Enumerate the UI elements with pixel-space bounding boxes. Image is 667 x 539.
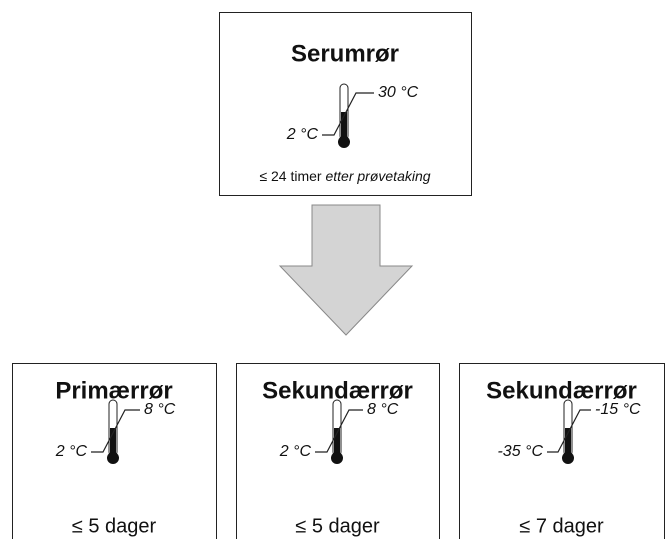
box-note: ≤ 7 dager	[519, 515, 604, 537]
thermometer-fill	[334, 428, 340, 456]
temp-low: 2 °C	[286, 126, 319, 143]
thermometer-bulb	[107, 452, 119, 464]
thermometer-fill	[341, 112, 347, 140]
box-note: ≤ 5 dager	[295, 515, 380, 537]
thermometer-range	[547, 409, 591, 453]
temp-high: 8 °C	[144, 401, 176, 418]
temp-high: -15 °C	[595, 401, 641, 418]
box-title: Sekundærrør	[486, 377, 637, 404]
temp-low: 2 °C	[279, 443, 312, 460]
temp-low: 2 °C	[55, 443, 88, 460]
thermometer-bulb	[331, 452, 343, 464]
temp-low: -35 °C	[497, 443, 543, 460]
top-note: ≤ 24 timer etter prøvetaking	[259, 168, 430, 184]
thermometer-fill	[565, 428, 571, 456]
thermometer-fill	[110, 428, 116, 456]
temp-high: 8 °C	[367, 401, 399, 418]
storage-box	[459, 363, 665, 539]
top-title: Serumrør	[291, 40, 399, 67]
thermometer-range	[322, 92, 374, 136]
thermometer-range	[91, 409, 140, 453]
thermometer-bulb	[338, 136, 350, 148]
box-note: ≤ 5 dager	[72, 515, 157, 537]
thermometer-bulb	[562, 452, 574, 464]
thermometer-range	[315, 409, 363, 453]
temp-high: 30 °C	[378, 84, 419, 101]
arrow	[278, 204, 414, 336]
